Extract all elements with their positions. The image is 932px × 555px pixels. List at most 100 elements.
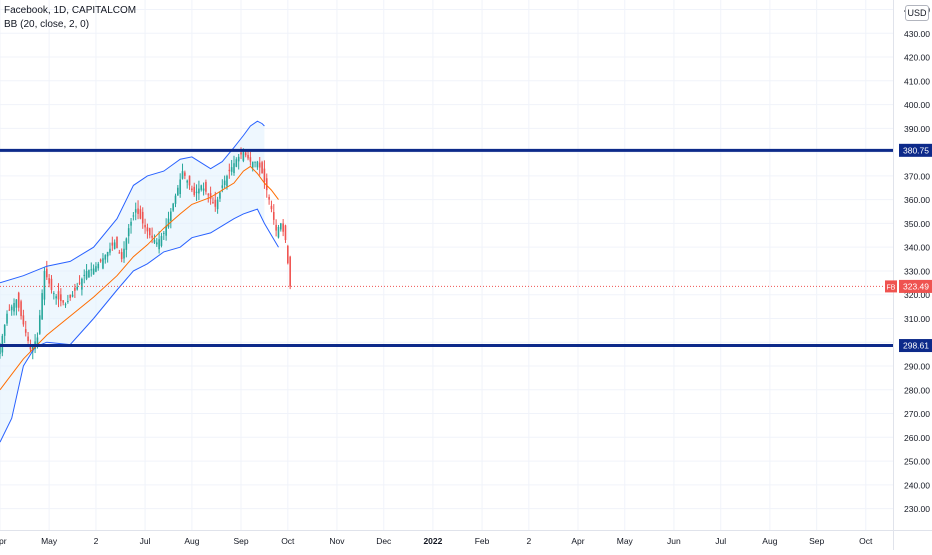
symbol-tag-label: FB	[887, 284, 896, 291]
candle-body	[237, 156, 240, 162]
candle-body	[74, 287, 76, 291]
y-tick-label: 340.00	[904, 243, 930, 253]
candle-body	[111, 242, 114, 246]
candle-body	[242, 152, 245, 161]
last-price-tag	[899, 279, 932, 293]
y-tick-label: 320.00	[904, 290, 930, 300]
candle-body	[81, 278, 83, 290]
candle-body	[46, 268, 48, 278]
y-tick-label: 270.00	[904, 409, 930, 419]
candle-body	[205, 181, 207, 192]
candle-body	[289, 256, 291, 287]
symbol-tag	[885, 280, 897, 293]
candle-body	[212, 202, 214, 204]
level-price-tag	[899, 339, 932, 353]
symbol-title: Facebook, 1D, CAPITALCOM	[4, 5, 137, 16]
candle-body	[244, 152, 247, 156]
candle-body	[88, 270, 90, 278]
y-tick-label: 350.00	[904, 219, 930, 229]
candle-body	[116, 236, 118, 248]
candle-body	[43, 270, 46, 300]
candle-body	[3, 324, 6, 336]
candle-body	[132, 215, 135, 217]
candle-body	[15, 299, 18, 308]
candle-body	[144, 224, 146, 228]
candle-body	[235, 159, 238, 167]
candle-body	[17, 292, 20, 308]
candle-body	[50, 278, 53, 290]
candle-body	[148, 228, 151, 236]
candle-body	[258, 162, 261, 168]
candle-body	[226, 175, 228, 187]
x-tick-label: Oct	[859, 536, 873, 546]
currency-button[interactable]: USD	[905, 5, 929, 21]
y-tick-label: 400.00	[904, 100, 930, 110]
candle-body	[99, 259, 102, 262]
candle-body	[64, 304, 67, 306]
candle-body	[155, 242, 158, 245]
candle-body	[158, 239, 160, 250]
candle-body	[261, 162, 263, 174]
y-tick-label: 230.00	[904, 504, 930, 514]
chart-legend: Facebook, 1D, CAPITALCOM BB (20, close, …	[4, 4, 136, 32]
candle-body	[275, 224, 277, 231]
y-tick-label: 430.00	[904, 29, 930, 39]
candle-body	[177, 187, 179, 196]
candle-body	[251, 161, 254, 168]
candle-body	[223, 180, 226, 185]
candle-body	[181, 171, 184, 179]
candle-body	[102, 258, 104, 269]
candle-body	[254, 161, 256, 163]
candle-body	[127, 228, 130, 237]
candle-body	[141, 211, 144, 224]
x-tick-label: Nov	[329, 536, 345, 546]
candle-body	[130, 221, 132, 226]
candle-body	[214, 199, 217, 207]
candle-body	[36, 337, 39, 346]
x-tick-label: Dec	[376, 536, 392, 546]
candle-body	[78, 282, 81, 284]
candle-body	[221, 185, 224, 188]
x-tick-label: Aug	[762, 536, 777, 546]
y-tick-label: 360.00	[904, 195, 930, 205]
candle-body	[186, 180, 188, 183]
candle-body	[60, 294, 62, 302]
candle-body	[193, 186, 196, 195]
candle-body	[62, 300, 64, 303]
candle-body	[118, 252, 121, 254]
x-tick-label: Sep	[233, 536, 248, 546]
candle-body	[120, 252, 123, 260]
candle-body	[10, 306, 13, 311]
candle-body	[163, 232, 165, 234]
candle-body	[76, 286, 79, 290]
x-tick-label: 2	[526, 536, 531, 546]
candle-body	[184, 172, 186, 176]
candle-body	[230, 167, 233, 172]
candle-body	[256, 161, 259, 168]
y-tick-label: 330.00	[904, 266, 930, 276]
candle-body	[200, 185, 203, 190]
candle-body	[123, 248, 125, 259]
candle-body	[151, 235, 153, 238]
candle-body	[207, 194, 210, 196]
candle-body	[265, 178, 268, 191]
candle-body	[167, 218, 170, 228]
x-tick-label: Jul	[140, 536, 151, 546]
candle-body	[233, 163, 235, 174]
candle-body	[139, 209, 142, 219]
candle-body	[146, 227, 149, 232]
y-tick-label: 250.00	[904, 457, 930, 467]
candle-body	[106, 251, 109, 257]
candle-body	[6, 313, 8, 324]
candle-body	[272, 212, 275, 220]
bollinger-upper-line	[0, 120, 265, 284]
candle-body	[209, 193, 212, 199]
candle-body	[240, 152, 242, 155]
candle-body	[22, 315, 25, 325]
candle-body	[95, 266, 97, 272]
candle-body	[13, 303, 15, 312]
candle-body	[67, 301, 69, 303]
candle-body	[20, 301, 22, 317]
